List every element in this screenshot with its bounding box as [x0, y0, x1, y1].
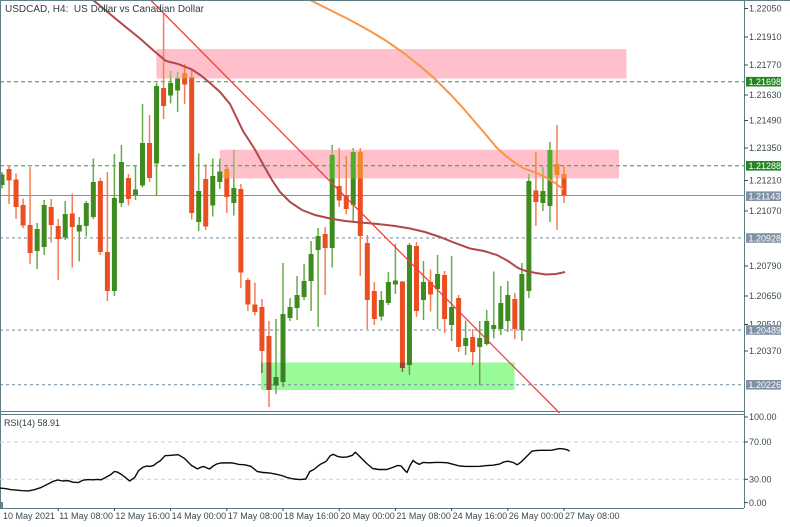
svg-text:10 May 2021: 10 May 2021: [3, 511, 55, 521]
svg-text:USDCAD, H4: US Dollar vs Cana: USDCAD, H4: US Dollar vs Canadian Dollar: [5, 4, 205, 15]
svg-text:0.00: 0.00: [749, 498, 767, 508]
svg-text:1.20510: 1.20510: [749, 320, 782, 330]
svg-text:1.21288: 1.21288: [749, 161, 782, 171]
svg-text:21 May 08:00: 21 May 08:00: [396, 511, 451, 521]
svg-text:1.21770: 1.21770: [749, 60, 782, 70]
svg-text:1.20370: 1.20370: [749, 346, 782, 356]
svg-text:18 May 16:00: 18 May 16:00: [284, 511, 339, 521]
svg-text:1.21210: 1.21210: [749, 176, 782, 186]
svg-text:1.22050: 1.22050: [749, 4, 782, 14]
svg-text:1.21350: 1.21350: [749, 143, 782, 153]
svg-text:1.21910: 1.21910: [749, 32, 782, 42]
svg-text:14 May 00:00: 14 May 00:00: [172, 511, 227, 521]
svg-text:70.00: 70.00: [749, 437, 772, 447]
svg-text:30.00: 30.00: [749, 475, 772, 485]
svg-text:27 May 08:00: 27 May 08:00: [565, 511, 620, 521]
svg-text:1.20226: 1.20226: [749, 380, 782, 390]
svg-text:24 May 16:00: 24 May 16:00: [453, 511, 508, 521]
svg-text:1.21070: 1.21070: [749, 206, 782, 216]
svg-text:1.20650: 1.20650: [749, 291, 782, 301]
svg-text:11 May 08:00: 11 May 08:00: [59, 511, 113, 521]
svg-text:12 May 16:00: 12 May 16:00: [115, 511, 170, 521]
svg-text:1.20790: 1.20790: [749, 261, 782, 271]
svg-text:20 May 00:00: 20 May 00:00: [340, 511, 395, 521]
svg-text:26 May 00:00: 26 May 00:00: [509, 511, 564, 521]
svg-text:100.00: 100.00: [749, 412, 777, 422]
svg-text:1.20489: 1.20489: [749, 325, 782, 335]
svg-text:1.21143: 1.21143: [749, 192, 781, 202]
svg-text:17 May 08:00: 17 May 08:00: [228, 511, 283, 521]
svg-text:1.21490: 1.21490: [749, 116, 782, 126]
svg-text:1.21698: 1.21698: [749, 77, 782, 87]
svg-text:1.21630: 1.21630: [749, 90, 782, 100]
svg-text:RSI(14) 58.91: RSI(14) 58.91: [4, 418, 60, 428]
svg-text:1.20928: 1.20928: [749, 233, 782, 243]
